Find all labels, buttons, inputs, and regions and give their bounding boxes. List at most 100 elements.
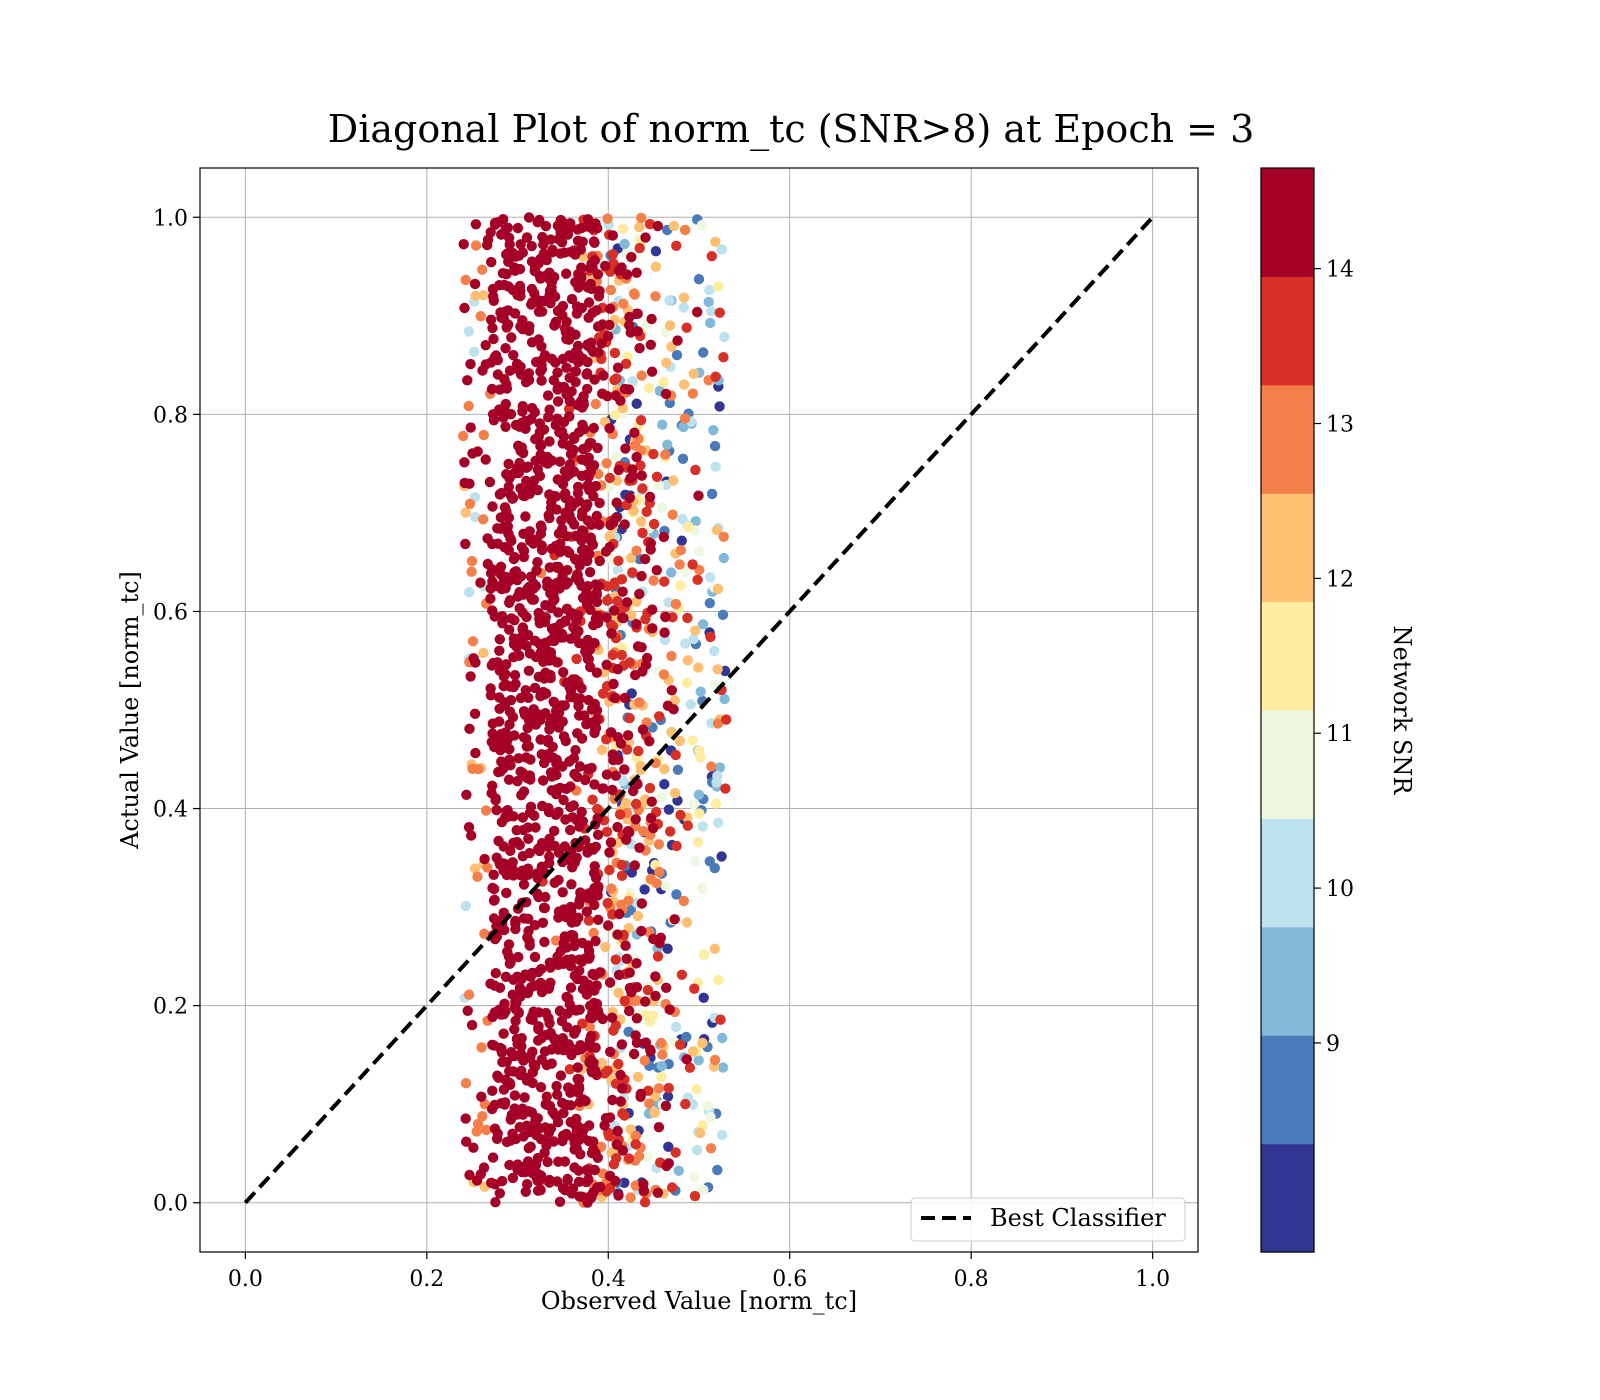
scatter-point bbox=[497, 611, 508, 622]
scatter-point bbox=[460, 1078, 472, 1089]
scatter-point bbox=[555, 304, 566, 315]
colorbar-segment bbox=[1261, 276, 1314, 386]
scatter-point bbox=[630, 1030, 641, 1041]
scatter-point bbox=[603, 1130, 615, 1142]
scatter-point bbox=[552, 1176, 563, 1187]
scatter-point bbox=[630, 798, 642, 810]
scatter-point bbox=[494, 645, 505, 656]
scatter-point bbox=[610, 390, 621, 401]
scatter-point bbox=[511, 363, 522, 374]
scatter-point bbox=[565, 1100, 576, 1111]
scatter-point bbox=[592, 1005, 603, 1016]
scatter-point bbox=[598, 370, 609, 381]
scatter-point bbox=[554, 1196, 566, 1208]
colorbar-segment bbox=[1261, 926, 1314, 1036]
scatter-point bbox=[681, 1031, 692, 1043]
scatter-point bbox=[466, 1019, 478, 1031]
scatter-point bbox=[562, 545, 573, 557]
scatter-point bbox=[678, 302, 689, 313]
colorbar-label: Network SNR bbox=[1388, 626, 1416, 796]
scatter-point bbox=[610, 770, 621, 781]
colorbar-segment bbox=[1261, 1143, 1314, 1253]
scatter-point bbox=[706, 761, 717, 772]
scatter-point bbox=[705, 317, 716, 329]
scatter-point bbox=[675, 545, 687, 556]
plot-area: 0.0 0.2 0.4 0.6 0.8 1.0 0.0 0.2 0.4 0.6 0.8 1.0 bbox=[153, 167, 1199, 1292]
scatter-point bbox=[480, 340, 491, 351]
scatter-point bbox=[710, 236, 721, 247]
scatter-point bbox=[629, 860, 640, 871]
colorbar-ticks: 9 10 11 12 13 14 bbox=[1314, 258, 1354, 1057]
scatter-point bbox=[501, 887, 512, 899]
scatter-point bbox=[668, 220, 680, 232]
scatter-point bbox=[634, 242, 645, 254]
scatter-point bbox=[470, 511, 481, 523]
scatter-point bbox=[650, 971, 661, 982]
scatter-point bbox=[654, 937, 665, 949]
scatter-point bbox=[562, 577, 573, 588]
scatter-point bbox=[464, 1169, 475, 1181]
scatter-point bbox=[609, 692, 621, 704]
scatter-point bbox=[540, 600, 551, 611]
scatter-point bbox=[500, 579, 512, 591]
scatter-point bbox=[624, 982, 636, 994]
scatter-point bbox=[582, 844, 593, 855]
scatter-point bbox=[531, 868, 543, 879]
scatter-point bbox=[564, 411, 575, 422]
scatter-point bbox=[608, 605, 620, 616]
scatter-point bbox=[605, 837, 617, 848]
scatter-point bbox=[612, 1125, 623, 1137]
scatter-point bbox=[650, 261, 661, 272]
scatter-point bbox=[697, 821, 708, 832]
scatter-point bbox=[518, 589, 529, 600]
scatter-point bbox=[612, 596, 623, 607]
scatter-point bbox=[641, 652, 653, 664]
scatter-point bbox=[656, 792, 667, 803]
scatter-point bbox=[634, 588, 645, 600]
scatter-point bbox=[535, 1082, 547, 1093]
y-tick-label: 1.0 bbox=[153, 206, 188, 231]
scatter-point bbox=[687, 559, 698, 570]
colorbar-segment bbox=[1261, 384, 1314, 494]
scatter-point bbox=[583, 888, 595, 899]
scatter-point bbox=[624, 967, 635, 978]
scatter-point bbox=[515, 632, 526, 644]
scatter-point bbox=[509, 552, 520, 563]
scatter-point bbox=[546, 1044, 557, 1055]
scatter-point bbox=[499, 542, 510, 553]
scatter-point bbox=[666, 685, 677, 696]
scatter-point bbox=[698, 347, 709, 358]
scatter-point bbox=[485, 593, 496, 604]
scatter-point bbox=[682, 820, 693, 831]
scatter-point bbox=[637, 483, 648, 494]
scatter-point bbox=[478, 429, 489, 441]
scatter-point bbox=[682, 612, 693, 624]
scatter-point bbox=[574, 761, 586, 772]
scatter-point bbox=[460, 1113, 471, 1124]
scatter-point bbox=[635, 516, 647, 527]
scatter-point bbox=[560, 507, 571, 518]
scatter-point bbox=[631, 596, 642, 607]
scatter-point bbox=[465, 358, 476, 370]
scatter-point bbox=[680, 1098, 691, 1110]
scatter-point bbox=[659, 576, 670, 587]
scatter-point bbox=[520, 1186, 531, 1198]
chart-title: Diagonal Plot of norm_tc (SNR>8) at Epoc… bbox=[328, 107, 1255, 152]
scatter-point bbox=[504, 624, 515, 635]
scatter-point bbox=[601, 458, 612, 469]
scatter-point bbox=[556, 628, 568, 640]
scatter-point bbox=[492, 1070, 503, 1081]
scatter-point bbox=[538, 689, 549, 700]
scatter-point bbox=[464, 498, 476, 509]
scatter-point bbox=[544, 512, 555, 524]
scatter-point bbox=[639, 553, 651, 565]
scatter-point bbox=[567, 675, 578, 686]
scatter-point bbox=[490, 1197, 501, 1208]
scatter-point bbox=[625, 1192, 636, 1203]
scatter-point bbox=[636, 898, 648, 909]
scatter-point bbox=[616, 1039, 628, 1050]
scatter-point bbox=[574, 954, 585, 965]
scatter-point bbox=[711, 524, 723, 536]
scatter-point bbox=[472, 871, 483, 882]
